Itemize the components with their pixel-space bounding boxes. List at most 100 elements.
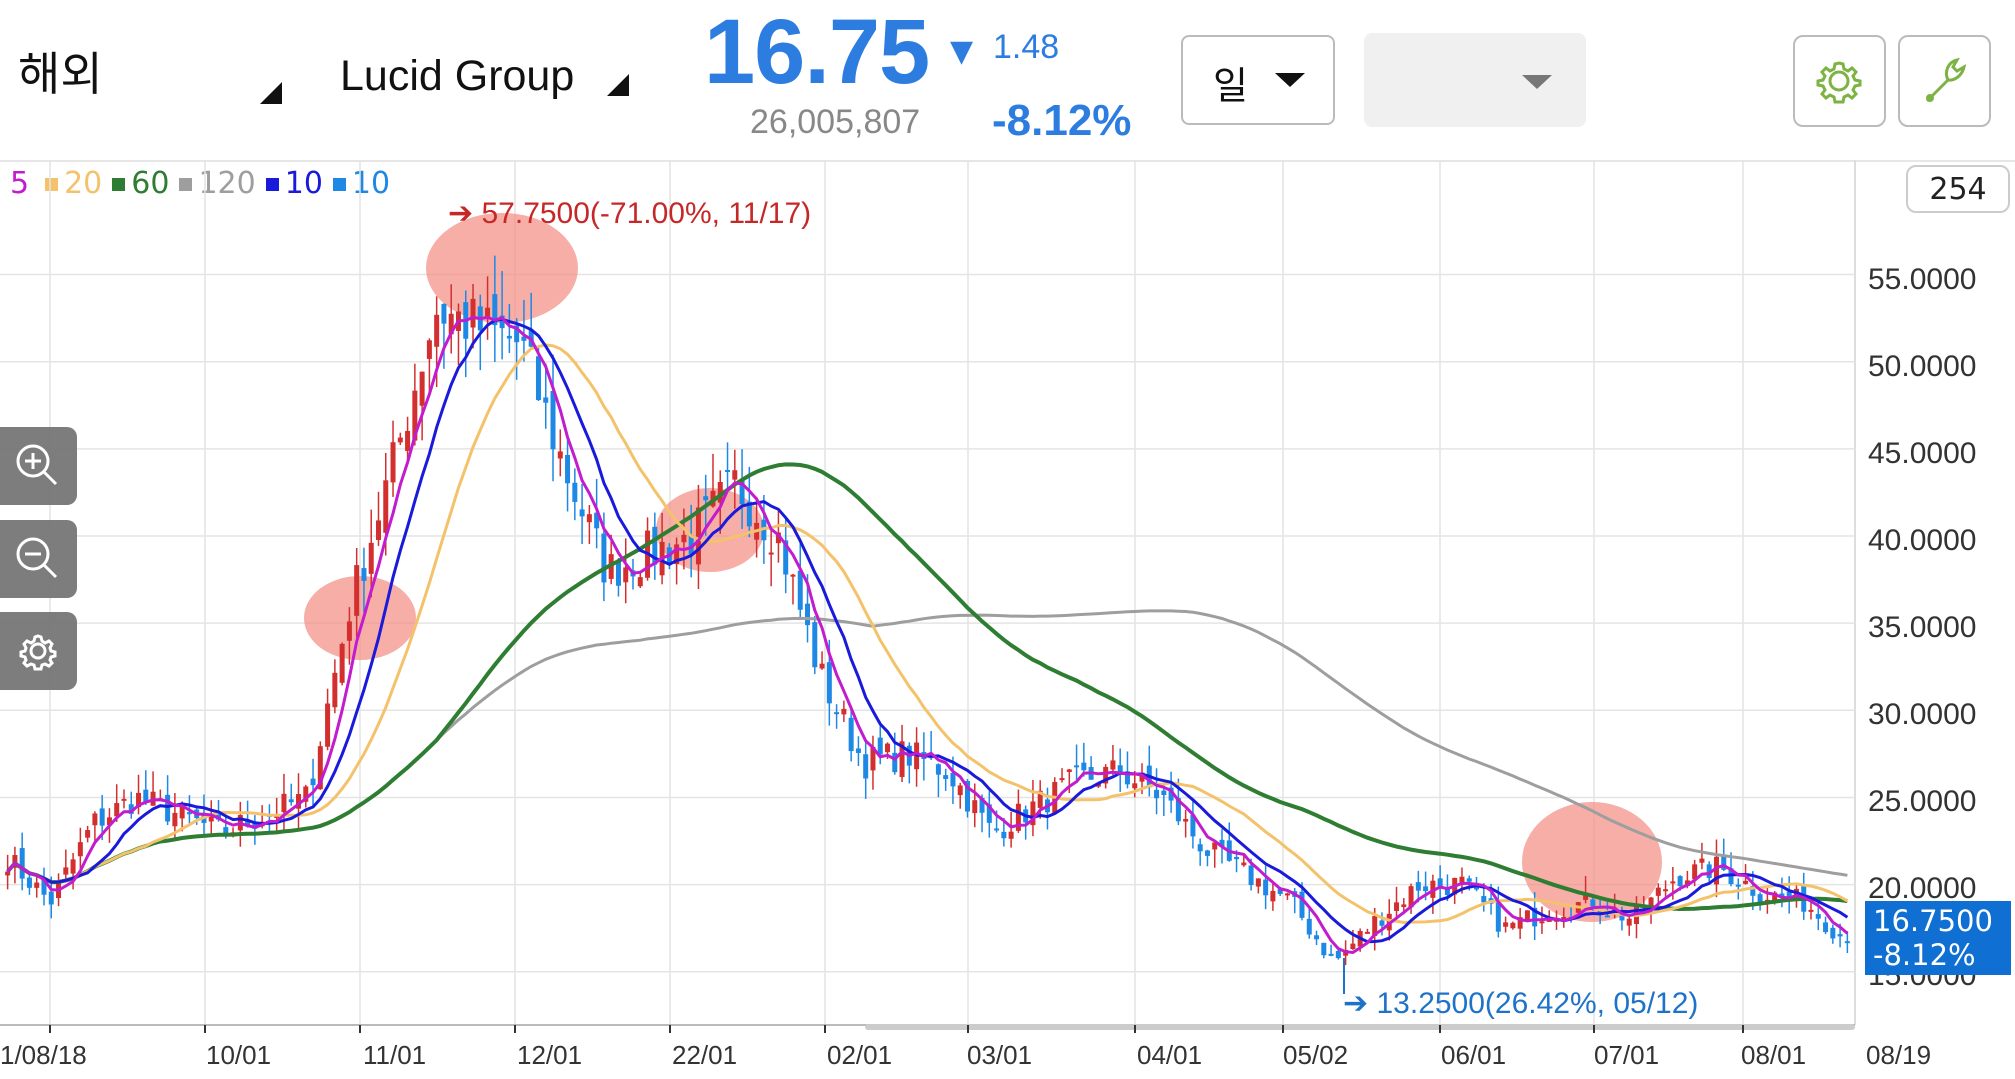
candle bbox=[964, 780, 970, 812]
candle bbox=[1219, 839, 1225, 847]
candle bbox=[994, 828, 1000, 831]
candle bbox=[1299, 891, 1305, 918]
candle bbox=[543, 397, 549, 403]
market-selector[interactable]: 해외 bbox=[18, 47, 103, 101]
candle bbox=[1750, 886, 1756, 896]
candle bbox=[281, 793, 287, 813]
candle bbox=[492, 294, 498, 326]
candle bbox=[1604, 915, 1610, 918]
candle bbox=[1008, 831, 1014, 839]
candle bbox=[106, 817, 112, 826]
candle bbox=[892, 752, 898, 773]
candle bbox=[346, 621, 352, 641]
candle bbox=[339, 643, 345, 683]
candle bbox=[775, 532, 781, 544]
settings-button[interactable] bbox=[1793, 35, 1886, 127]
candle bbox=[1372, 916, 1378, 937]
candle bbox=[1204, 850, 1210, 856]
candle bbox=[310, 778, 316, 786]
market-dropdown-triangle-icon[interactable] bbox=[260, 82, 282, 104]
zoom-in-button[interactable] bbox=[0, 427, 77, 505]
candle bbox=[783, 540, 789, 575]
candle bbox=[579, 509, 585, 517]
candle bbox=[826, 662, 832, 704]
candle bbox=[681, 534, 687, 543]
candle bbox=[1823, 922, 1829, 933]
legend-swatch bbox=[45, 178, 59, 191]
legend-ma10b: 10 bbox=[351, 166, 391, 201]
candle bbox=[695, 507, 701, 565]
candle bbox=[1190, 814, 1196, 837]
candle bbox=[1037, 790, 1043, 808]
candle bbox=[1481, 896, 1487, 903]
candle bbox=[1124, 771, 1130, 785]
candle bbox=[1154, 789, 1160, 799]
current-price-pct: -8.12% bbox=[1873, 938, 1976, 972]
candle bbox=[943, 775, 949, 779]
candle bbox=[1183, 818, 1189, 822]
candle bbox=[1699, 858, 1705, 863]
secondary-select[interactable] bbox=[1364, 33, 1586, 127]
chevron-down-icon bbox=[1522, 75, 1552, 89]
candle bbox=[412, 390, 418, 441]
stock-name[interactable]: Lucid Group bbox=[340, 52, 575, 100]
candle bbox=[1350, 943, 1356, 950]
stock-dropdown-triangle-icon[interactable] bbox=[607, 74, 629, 96]
candle bbox=[594, 512, 600, 529]
candle bbox=[1495, 900, 1501, 932]
y-tick-label: 35.0000 bbox=[1868, 611, 1977, 644]
candle bbox=[1321, 942, 1327, 956]
x-tick-label: 08/19 bbox=[1866, 1040, 1932, 1070]
zoom-out-button[interactable] bbox=[0, 520, 77, 598]
candle bbox=[1117, 765, 1123, 775]
candle bbox=[652, 526, 658, 565]
x-tick-label: 11/01 bbox=[363, 1040, 427, 1070]
candle bbox=[1590, 899, 1596, 911]
tools-button[interactable] bbox=[1898, 35, 1991, 127]
bar-count[interactable]: 254 bbox=[1906, 165, 2010, 213]
candle bbox=[688, 535, 694, 555]
x-tick-label: 03/01 bbox=[967, 1040, 1033, 1070]
candle bbox=[1379, 920, 1385, 926]
candle bbox=[557, 451, 563, 459]
period-select[interactable]: 일 bbox=[1181, 35, 1335, 125]
candle bbox=[1030, 801, 1036, 826]
candle bbox=[77, 842, 83, 857]
low-annotation-text: 13.2500(26.42%, 05/12) bbox=[1376, 987, 1699, 1020]
candle bbox=[303, 786, 309, 802]
change-percent: -8.12% bbox=[992, 96, 1132, 145]
candle bbox=[19, 848, 25, 879]
candle bbox=[470, 298, 476, 328]
candle bbox=[99, 808, 105, 826]
candle bbox=[1168, 787, 1174, 801]
candle bbox=[1459, 876, 1465, 886]
candle bbox=[739, 479, 745, 505]
candle bbox=[390, 442, 396, 483]
candle bbox=[1059, 778, 1065, 781]
candle bbox=[1277, 889, 1283, 894]
candle bbox=[1692, 864, 1698, 880]
y-tick-label: 40.0000 bbox=[1868, 524, 1977, 557]
candle bbox=[325, 703, 331, 747]
ma20-line bbox=[6, 343, 1849, 925]
candle bbox=[1110, 760, 1116, 770]
candle bbox=[1241, 862, 1247, 866]
chevron-down-icon bbox=[1275, 73, 1305, 87]
gear-icon bbox=[19, 634, 57, 671]
candle bbox=[848, 717, 854, 752]
legend-ma20: 20 bbox=[64, 166, 103, 201]
candle bbox=[550, 391, 556, 450]
candle bbox=[1335, 950, 1341, 959]
candle bbox=[717, 481, 723, 503]
candle bbox=[1001, 831, 1007, 839]
candle bbox=[1561, 916, 1567, 919]
candle bbox=[986, 804, 992, 823]
chart-settings-button[interactable] bbox=[0, 612, 77, 690]
candle bbox=[1081, 762, 1087, 771]
candle bbox=[405, 430, 411, 451]
y-tick-label: 55.0000 bbox=[1868, 263, 1977, 296]
candle bbox=[245, 819, 251, 827]
candle bbox=[1466, 878, 1472, 882]
zoom-out-icon bbox=[16, 537, 58, 579]
